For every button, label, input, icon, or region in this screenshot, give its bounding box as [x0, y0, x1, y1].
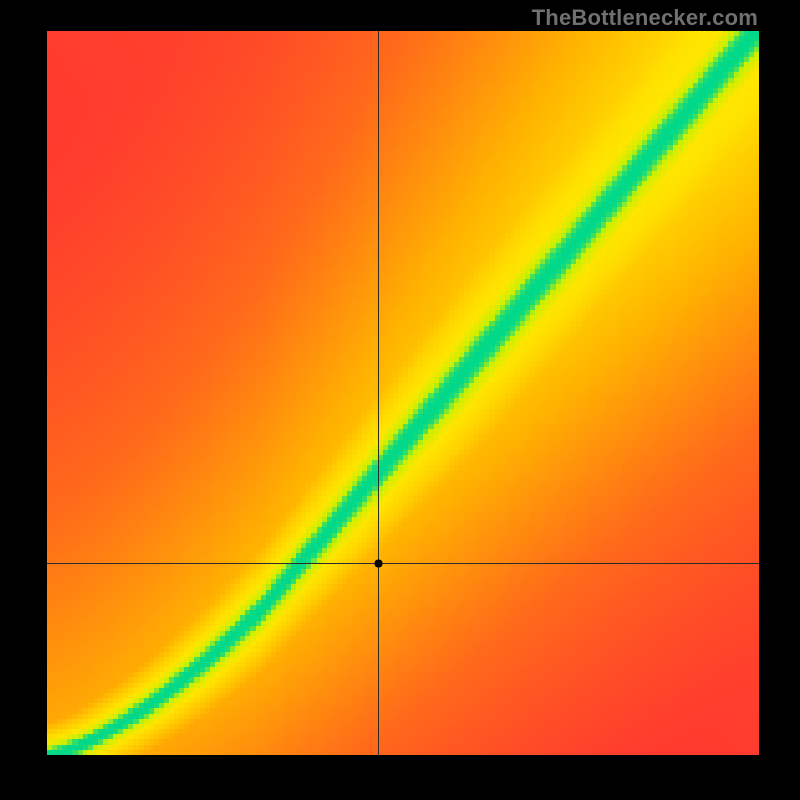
heatmap-canvas — [47, 31, 759, 755]
watermark-label: TheBottlenecker.com — [532, 5, 758, 31]
chart-stage: TheBottlenecker.com — [0, 0, 800, 800]
